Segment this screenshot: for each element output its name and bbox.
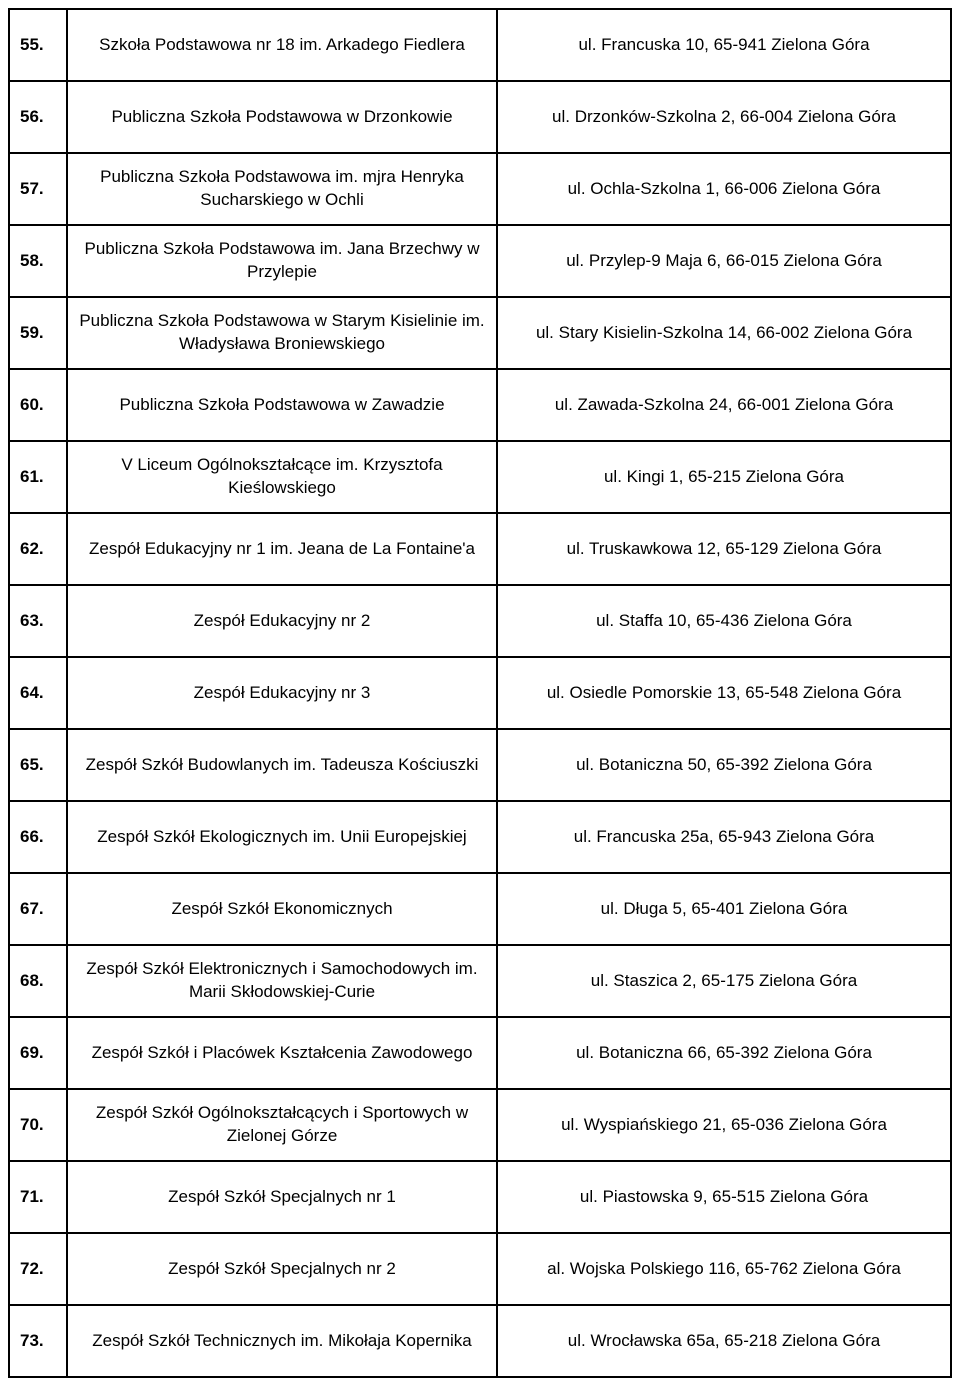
table-row: 66.Zespół Szkół Ekologicznych im. Unii E… [9,801,951,873]
school-address: ul. Ochla-Szkolna 1, 66-006 Zielona Góra [497,153,951,225]
school-name: Publiczna Szkoła Podstawowa im. Jana Brz… [67,225,497,297]
schools-table-body: 55.Szkoła Podstawowa nr 18 im. Arkadego … [9,9,951,1377]
school-address: ul. Stary Kisielin-Szkolna 14, 66-002 Zi… [497,297,951,369]
row-number: 64. [9,657,67,729]
table-row: 55.Szkoła Podstawowa nr 18 im. Arkadego … [9,9,951,81]
table-row: 57.Publiczna Szkoła Podstawowa im. mjra … [9,153,951,225]
school-address: ul. Staffa 10, 65-436 Zielona Góra [497,585,951,657]
row-number: 71. [9,1161,67,1233]
school-name: Publiczna Szkoła Podstawowa w Zawadzie [67,369,497,441]
school-name: Zespół Szkół Elektronicznych i Samochodo… [67,945,497,1017]
school-address: al. Wojska Polskiego 116, 65-762 Zielona… [497,1233,951,1305]
school-name: Szkoła Podstawowa nr 18 im. Arkadego Fie… [67,9,497,81]
table-row: 65.Zespół Szkół Budowlanych im. Tadeusza… [9,729,951,801]
school-name: Zespół Edukacyjny nr 1 im. Jeana de La F… [67,513,497,585]
school-address: ul. Truskawkowa 12, 65-129 Zielona Góra [497,513,951,585]
row-number: 66. [9,801,67,873]
table-row: 59.Publiczna Szkoła Podstawowa w Starym … [9,297,951,369]
school-address: ul. Osiedle Pomorskie 13, 65-548 Zielona… [497,657,951,729]
table-row: 58.Publiczna Szkoła Podstawowa im. Jana … [9,225,951,297]
school-name: Zespół Szkół Specjalnych nr 2 [67,1233,497,1305]
table-row: 61.V Liceum Ogólnokształcące im. Krzyszt… [9,441,951,513]
row-number: 59. [9,297,67,369]
row-number: 60. [9,369,67,441]
school-address: ul. Zawada-Szkolna 24, 66-001 Zielona Gó… [497,369,951,441]
school-name: Zespół Szkół Ekologicznych im. Unii Euro… [67,801,497,873]
row-number: 55. [9,9,67,81]
school-name: Zespół Szkół Ekonomicznych [67,873,497,945]
table-row: 71.Zespół Szkół Specjalnych nr 1ul. Pias… [9,1161,951,1233]
table-row: 70.Zespół Szkół Ogólnokształcących i Spo… [9,1089,951,1161]
table-row: 72.Zespół Szkół Specjalnych nr 2al. Wojs… [9,1233,951,1305]
school-address: ul. Francuska 10, 65-941 Zielona Góra [497,9,951,81]
school-name: V Liceum Ogólnokształcące im. Krzysztofa… [67,441,497,513]
table-row: 60.Publiczna Szkoła Podstawowa w Zawadzi… [9,369,951,441]
school-address: ul. Francuska 25a, 65-943 Zielona Góra [497,801,951,873]
school-name: Publiczna Szkoła Podstawowa w Drzonkowie [67,81,497,153]
row-number: 62. [9,513,67,585]
school-address: ul. Piastowska 9, 65-515 Zielona Góra [497,1161,951,1233]
school-address: ul. Staszica 2, 65-175 Zielona Góra [497,945,951,1017]
row-number: 57. [9,153,67,225]
row-number: 56. [9,81,67,153]
row-number: 65. [9,729,67,801]
school-name: Zespół Szkół Technicznych im. Mikołaja K… [67,1305,497,1377]
school-name: Zespół Szkół i Placówek Kształcenia Zawo… [67,1017,497,1089]
table-row: 73.Zespół Szkół Technicznych im. Mikołaj… [9,1305,951,1377]
row-number: 72. [9,1233,67,1305]
school-name: Zespół Szkół Specjalnych nr 1 [67,1161,497,1233]
school-address: ul. Długa 5, 65-401 Zielona Góra [497,873,951,945]
school-address: ul. Przylep-9 Maja 6, 66-015 Zielona Gór… [497,225,951,297]
row-number: 63. [9,585,67,657]
school-name: Zespół Edukacyjny nr 3 [67,657,497,729]
row-number: 58. [9,225,67,297]
school-address: ul. Wyspiańskiego 21, 65-036 Zielona Gór… [497,1089,951,1161]
table-row: 68.Zespół Szkół Elektronicznych i Samoch… [9,945,951,1017]
school-name: Zespół Szkół Budowlanych im. Tadeusza Ko… [67,729,497,801]
schools-table: 55.Szkoła Podstawowa nr 18 im. Arkadego … [8,8,952,1378]
row-number: 67. [9,873,67,945]
school-address: ul. Botaniczna 66, 65-392 Zielona Góra [497,1017,951,1089]
school-name: Zespół Szkół Ogólnokształcących i Sporto… [67,1089,497,1161]
table-row: 56.Publiczna Szkoła Podstawowa w Drzonko… [9,81,951,153]
school-name: Publiczna Szkoła Podstawowa w Starym Kis… [67,297,497,369]
school-address: ul. Wrocławska 65a, 65-218 Zielona Góra [497,1305,951,1377]
school-name: Publiczna Szkoła Podstawowa im. mjra Hen… [67,153,497,225]
table-row: 69.Zespół Szkół i Placówek Kształcenia Z… [9,1017,951,1089]
school-address: ul. Botaniczna 50, 65-392 Zielona Góra [497,729,951,801]
row-number: 61. [9,441,67,513]
row-number: 70. [9,1089,67,1161]
table-row: 63.Zespół Edukacyjny nr 2ul. Staffa 10, … [9,585,951,657]
table-row: 64.Zespół Edukacyjny nr 3ul. Osiedle Pom… [9,657,951,729]
row-number: 68. [9,945,67,1017]
row-number: 69. [9,1017,67,1089]
school-address: ul. Kingi 1, 65-215 Zielona Góra [497,441,951,513]
school-address: ul. Drzonków-Szkolna 2, 66-004 Zielona G… [497,81,951,153]
row-number: 73. [9,1305,67,1377]
table-row: 62.Zespół Edukacyjny nr 1 im. Jeana de L… [9,513,951,585]
school-name: Zespół Edukacyjny nr 2 [67,585,497,657]
table-row: 67.Zespół Szkół Ekonomicznychul. Długa 5… [9,873,951,945]
